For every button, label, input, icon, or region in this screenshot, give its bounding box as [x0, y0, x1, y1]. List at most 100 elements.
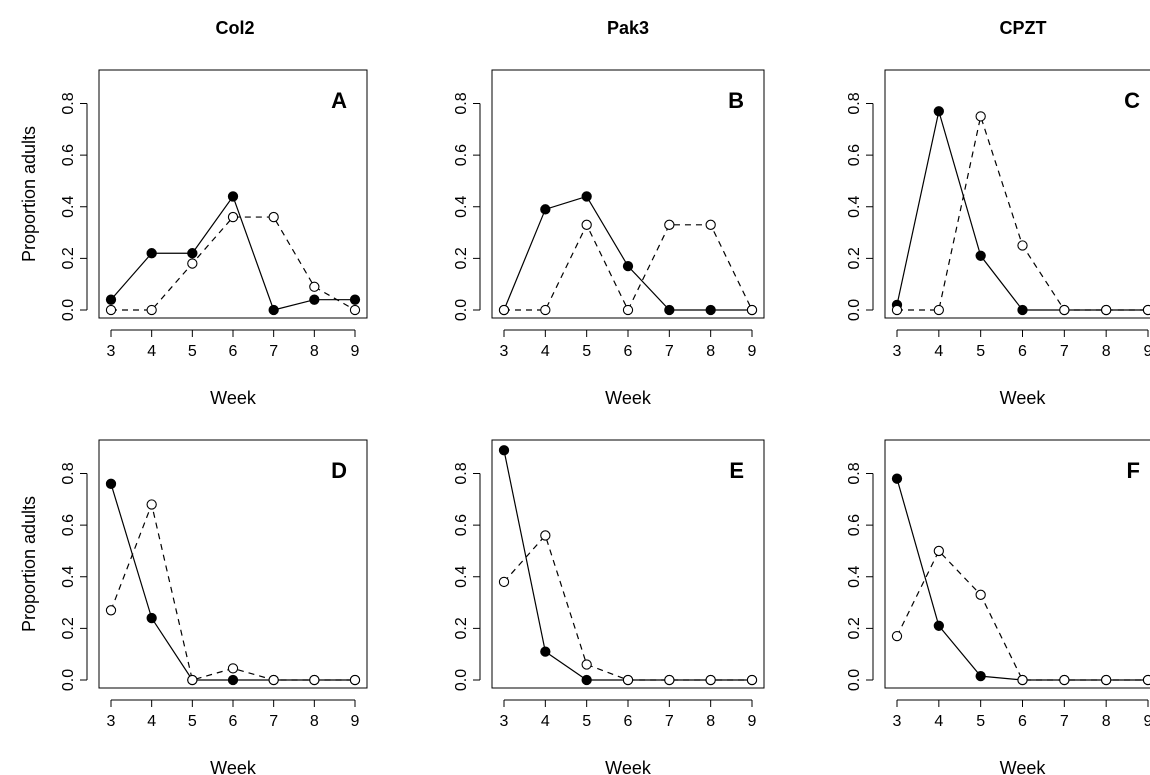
x-tick-label: 5	[976, 713, 985, 730]
filled-point	[975, 250, 986, 261]
y-tick-label: 0.0	[453, 299, 470, 321]
y-tick-label: 0.8	[60, 92, 77, 114]
y-tick-label: 0.6	[453, 514, 470, 536]
x-tick-label: 6	[1018, 713, 1027, 730]
x-tick-label: 7	[1060, 713, 1069, 730]
open-point	[933, 545, 944, 557]
open-point	[268, 674, 279, 686]
x-tick-label: 7	[665, 713, 674, 730]
y-tick-label: 0.8	[453, 92, 470, 114]
y-tick-label: 0.4	[453, 196, 470, 218]
open-point	[146, 499, 157, 510]
panel-letter: E	[729, 458, 744, 483]
x-axis-label: Week	[1000, 758, 1047, 775]
x-tick-label: 9	[351, 713, 360, 730]
y-tick-label: 0.6	[453, 144, 470, 166]
panel-D: 3 4 5 6 7 8 9 Week 0.0 0.2 0.4 0.6 0.8 Proportion adu…	[19, 439, 368, 775]
x-tick-label: 7	[665, 343, 674, 360]
filled-point	[933, 106, 944, 117]
y-tick-label: 0.2	[846, 247, 863, 269]
panel-frame	[98, 69, 368, 319]
x-axis-label: Week	[210, 388, 257, 408]
y-axis-label: Proportion adults	[19, 496, 39, 632]
open-point	[309, 674, 320, 686]
x-tick-label: 5	[976, 343, 985, 360]
filled-point	[146, 612, 157, 624]
x-tick-label: 6	[1018, 343, 1027, 360]
x-tick-label: 9	[1144, 713, 1150, 730]
series-solid-line	[110, 483, 355, 681]
series-solid-line	[503, 450, 752, 681]
x-tick-label: 8	[310, 343, 319, 360]
filled-point	[498, 445, 510, 456]
open-point	[975, 111, 986, 122]
filled-point	[540, 204, 551, 215]
y-tick-label: 0.0	[60, 299, 77, 321]
x-tick-label: 9	[748, 713, 757, 730]
filled-point	[705, 304, 716, 316]
y-tick-label: 0.2	[60, 617, 77, 639]
x-tick-label: 6	[229, 713, 238, 730]
x-tick-label: 3	[107, 713, 116, 730]
series-dashed-line	[503, 534, 752, 681]
x-tick-label: 4	[934, 343, 943, 360]
filled-point	[581, 674, 592, 686]
y-tick-label: 0.8	[453, 462, 470, 484]
filled-point	[349, 294, 361, 305]
y-tick-label: 0.4	[453, 566, 470, 588]
open-point	[309, 281, 320, 292]
x-tick-label: 9	[351, 343, 360, 360]
y-tick-label: 0.6	[846, 514, 863, 536]
y-tick-label: 0.4	[846, 196, 863, 218]
open-point	[622, 674, 634, 686]
x-tick-label: 6	[624, 713, 633, 730]
panel-A: 3 4 5 6 7 8 9 Week 0.0 0.2 0.4 0.6 0.8 Proportion adu…	[19, 69, 368, 408]
open-point	[227, 663, 239, 674]
filled-point	[146, 248, 157, 259]
open-point	[705, 674, 716, 686]
x-tick-label: 4	[147, 343, 156, 360]
y-tick-label: 0.2	[453, 617, 470, 639]
panel-frame	[98, 439, 368, 689]
series-dashed-line	[896, 549, 1148, 681]
x-tick-label: 5	[582, 343, 591, 360]
x-tick-label: 8	[1102, 713, 1111, 730]
open-point	[540, 304, 551, 316]
x-tick-label: 3	[893, 343, 902, 360]
open-point	[581, 219, 592, 230]
x-tick-label: 6	[229, 343, 238, 360]
open-point	[746, 304, 758, 316]
column-title-pak3: Pak3	[607, 18, 649, 38]
filled-point	[227, 674, 239, 686]
filled-point	[187, 248, 198, 259]
filled-point	[933, 620, 944, 631]
open-point	[1017, 240, 1028, 251]
open-point	[1059, 674, 1070, 686]
series-dashed-line	[111, 216, 356, 311]
panel-letter: C	[1124, 88, 1140, 113]
y-axis-label: Proportion adults	[19, 126, 39, 262]
open-point	[498, 576, 510, 588]
y-tick-label: 0.2	[60, 247, 77, 269]
filled-point	[268, 304, 279, 316]
panel-B: 3 4 5 6 7 8 9 Week 0.0 0.2 0.4 0.6 0.8 B	[453, 69, 765, 408]
filled-point	[891, 473, 903, 484]
x-tick-label: 4	[541, 343, 550, 360]
filled-point	[1017, 304, 1028, 316]
x-tick-label: 4	[934, 713, 943, 730]
x-tick-label: 7	[269, 343, 278, 360]
open-point	[1142, 304, 1150, 316]
y-tick-label: 0.6	[60, 514, 77, 536]
open-point	[187, 258, 198, 269]
x-tick-label: 4	[147, 713, 156, 730]
x-tick-label: 3	[893, 713, 902, 730]
open-point	[105, 605, 117, 616]
x-tick-label: 5	[188, 713, 197, 730]
open-point	[1101, 304, 1112, 316]
filled-point	[105, 294, 117, 305]
filled-point	[227, 191, 239, 202]
x-tick-label: 9	[748, 343, 757, 360]
x-axis-label: Week	[605, 388, 652, 408]
open-point	[705, 219, 716, 230]
